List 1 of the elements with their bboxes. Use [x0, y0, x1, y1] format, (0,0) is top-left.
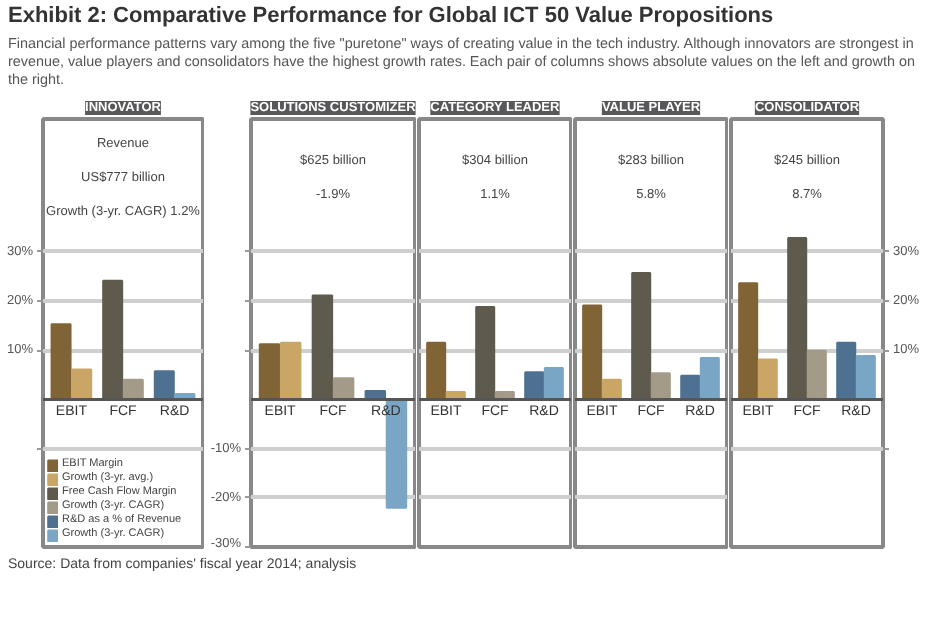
text: Exhibit 2: Comparative Performance for Global ICT 50 Value Propositions: [8, 4, 774, 28]
